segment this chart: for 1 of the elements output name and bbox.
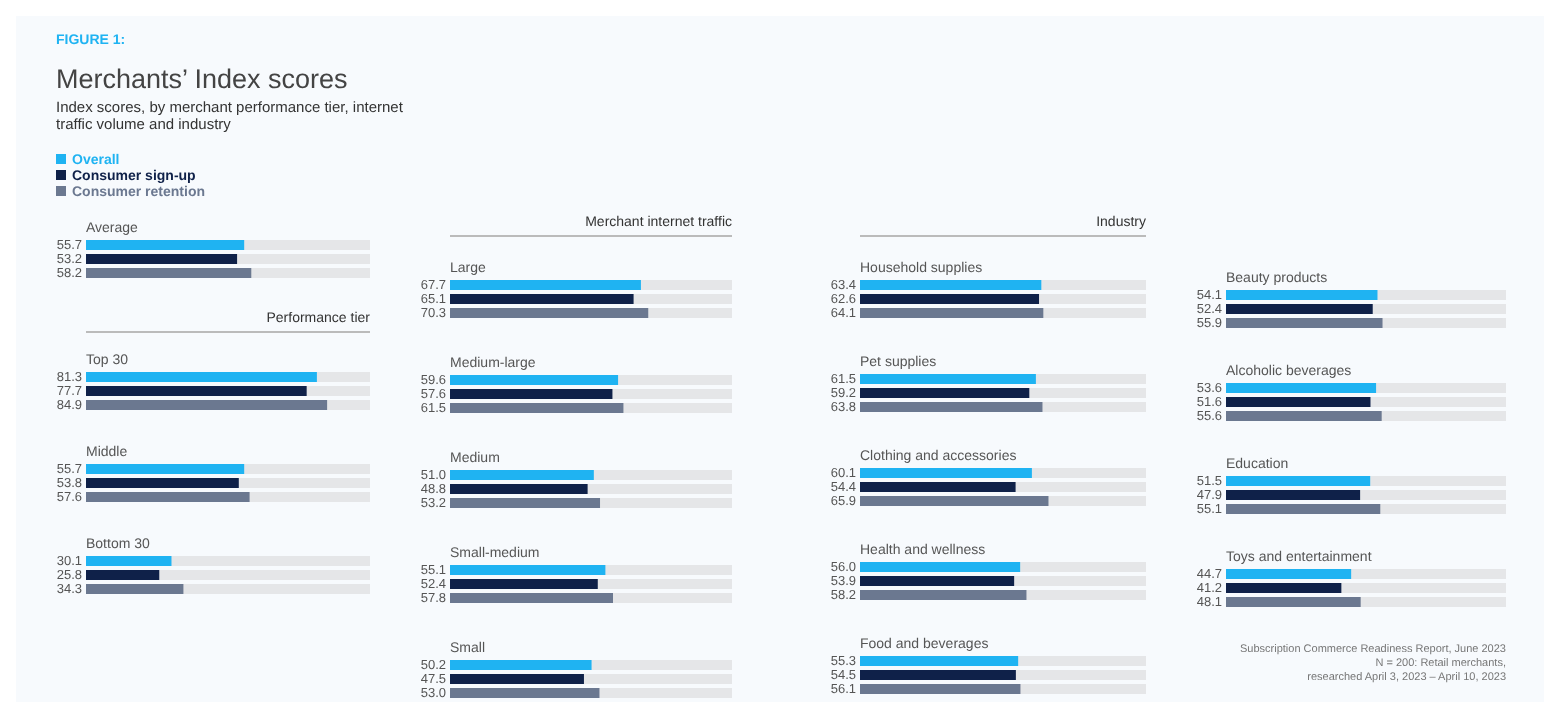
chart-title: Merchants’ Index scores	[56, 64, 349, 94]
